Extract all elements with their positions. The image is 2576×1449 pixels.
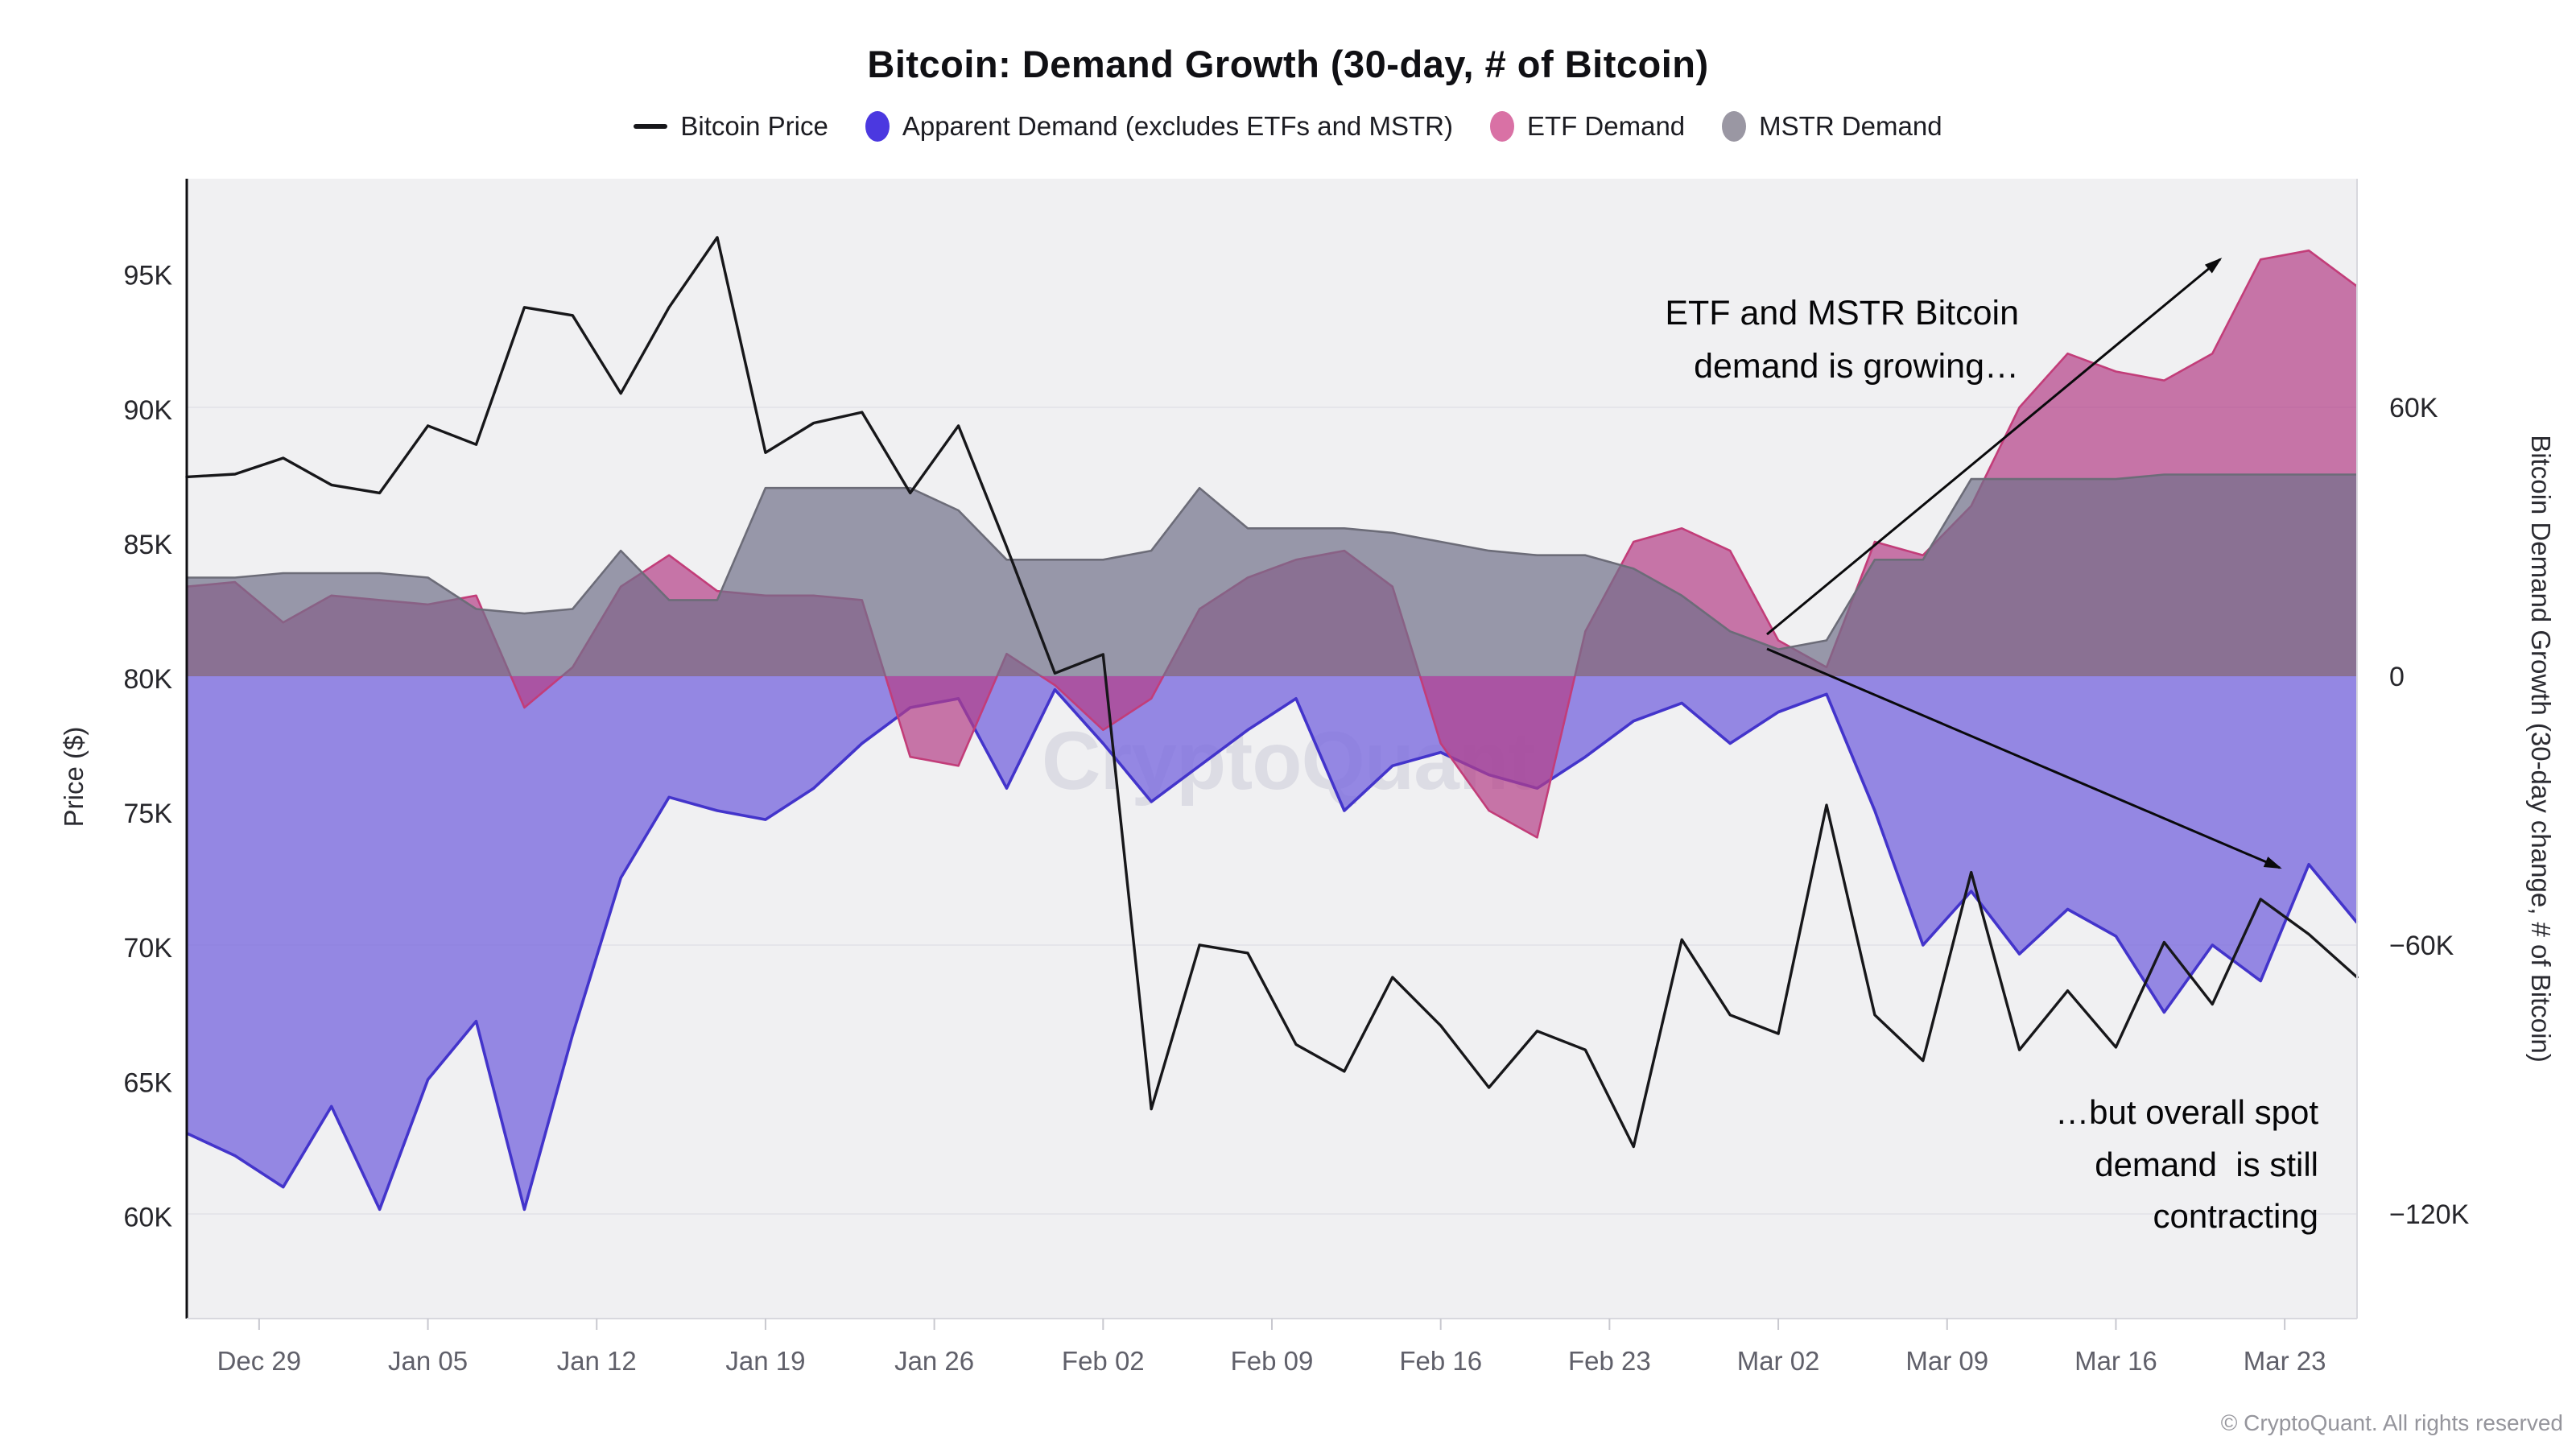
annotation-line: ETF and MSTR Bitcoin: [1665, 294, 2019, 332]
legend-item-etf-demand: ETF Demand: [1489, 111, 1686, 142]
x-axis-tick-label: Feb 09: [1231, 1346, 1314, 1376]
y-axis-left-tick-label: 65K: [124, 1067, 173, 1098]
annotation-etf-mstr-growing: ETF and MSTR Bitcoin demand is growing…: [1665, 287, 2019, 393]
left-axis-title: Price ($): [59, 726, 89, 828]
y-axis-right-tick-label: 0: [2389, 662, 2405, 692]
right-axis-title: Bitcoin Demand Growth (30-day change, # …: [2526, 435, 2556, 1063]
legend-label: Apparent Demand (excludes ETFs and MSTR): [902, 111, 1453, 141]
dot-marker-icon: [1489, 111, 1514, 142]
annotation-line: demand is still: [2095, 1145, 2318, 1183]
annotation-line: contracting: [2153, 1197, 2318, 1236]
y-axis-left-tick-label: 85K: [124, 530, 173, 560]
legend-label: MSTR Demand: [1759, 111, 1942, 141]
x-axis-tick-label: Mar 23: [2244, 1346, 2326, 1376]
legend-item-apparent-demand: Apparent Demand (excludes ETFs and MSTR): [865, 111, 1453, 142]
annotation-arrows: [1766, 258, 2282, 869]
x-axis-tick-label: Jan 19: [725, 1346, 805, 1376]
x-axis-tick-label: Dec 29: [217, 1346, 302, 1376]
legend-item-mstr-demand: MSTR Demand: [1722, 111, 1942, 142]
line-marker-icon: [634, 124, 668, 129]
x-axis-tick-label: Jan 05: [388, 1346, 468, 1376]
x-axis-tick-label: Mar 09: [1905, 1346, 1988, 1376]
x-axis-tick-label: Jan 26: [894, 1346, 974, 1376]
annotation-line: …but overall spot: [2055, 1093, 2318, 1131]
y-axis-left-tick-label: 95K: [124, 261, 173, 291]
mstr-demand-area-edge: [187, 473, 2357, 650]
area-series: [186, 249, 2359, 1212]
legend: Bitcoin Price Apparent Demand (excludes …: [0, 111, 2576, 142]
legend-label: Bitcoin Price: [680, 111, 828, 141]
axis-tick-labels: 95K 90K 85K 80K 75K 70K 65K 60K 60K 0 −60K −120K Dec…: [124, 261, 2470, 1376]
x-axis-tick-label: Feb 23: [1568, 1346, 1651, 1376]
x-axis-tick-label: Mar 16: [2074, 1346, 2157, 1376]
x-axis-tick-label: Feb 16: [1399, 1346, 1482, 1376]
x-axis-tick-label: Jan 12: [557, 1346, 637, 1376]
copyright-footer: © CryptoQuant. All rights reserved: [2220, 1410, 2563, 1435]
annotation-arrow: [1766, 258, 2223, 636]
bitcoin-price-line: [185, 236, 2359, 1149]
price-line-series: [185, 236, 2359, 1149]
annotation-spot-contracting: …but overall spot demand is still contra…: [2055, 1087, 2318, 1243]
dot-marker-icon: [865, 111, 890, 142]
y-axis-left-tick-label: 90K: [124, 395, 173, 426]
annotation-line: demand is growing…: [1694, 347, 2019, 386]
legend-item-bitcoin-price: Bitcoin Price: [634, 111, 828, 142]
y-axis-right-tick-label: −120K: [2389, 1199, 2470, 1230]
dot-marker-icon: [1722, 111, 1747, 142]
chart-title: Bitcoin: Demand Growth (30-day, # of Bit…: [867, 43, 1709, 85]
apparent-demand-area-edge: [186, 687, 2359, 1212]
x-axis-tick-label: Feb 02: [1062, 1346, 1145, 1376]
y-axis-left-tick-label: 75K: [124, 799, 173, 829]
apparent-demand-area: [187, 676, 2357, 1210]
mstr-demand-area: [187, 474, 2357, 676]
x-axis-tick-label: Mar 02: [1737, 1346, 1820, 1376]
legend-label: ETF Demand: [1526, 111, 1686, 141]
y-axis-left-tick-label: 60K: [124, 1202, 173, 1232]
y-axis-left-tick-label: 70K: [124, 933, 173, 964]
y-axis-right-tick-label: −60K: [2389, 931, 2454, 961]
y-axis-left-tick-label: 80K: [124, 664, 173, 695]
annotation-arrow: [1766, 647, 2282, 869]
y-axis-right-tick-label: 60K: [2389, 393, 2438, 423]
